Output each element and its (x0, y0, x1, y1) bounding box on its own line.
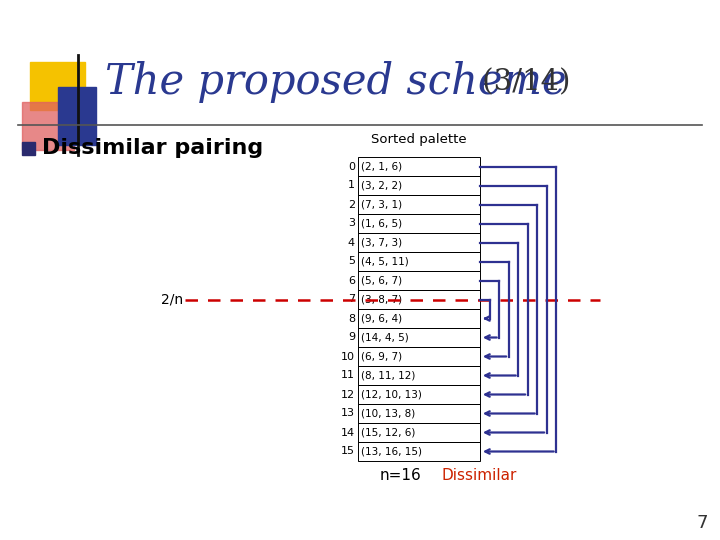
Text: (10, 13, 8): (10, 13, 8) (361, 408, 415, 418)
Bar (358, 252, 480, 271)
Bar (358, 157, 480, 176)
Bar (358, 442, 480, 461)
Text: 12: 12 (341, 389, 355, 400)
Text: (1, 6, 5): (1, 6, 5) (361, 219, 402, 228)
Text: 8: 8 (348, 314, 355, 323)
Text: 10: 10 (341, 352, 355, 361)
Bar (358, 385, 480, 404)
Text: (8, 11, 12): (8, 11, 12) (361, 370, 415, 381)
Text: 2/n: 2/n (161, 293, 183, 307)
Bar (358, 347, 480, 366)
Bar (358, 271, 480, 290)
Text: (3, 8, 7): (3, 8, 7) (361, 294, 402, 305)
Text: 13: 13 (341, 408, 355, 418)
Text: 11: 11 (341, 370, 355, 381)
Bar (358, 176, 480, 195)
Bar (30, 62, 85, 110)
Bar (358, 214, 480, 233)
Bar (58, 87, 96, 145)
Text: 4: 4 (348, 238, 355, 247)
Text: Dissimilar pairing: Dissimilar pairing (42, 138, 264, 158)
Text: 14: 14 (341, 428, 355, 437)
Text: (14, 4, 5): (14, 4, 5) (361, 333, 409, 342)
Text: The proposed scheme: The proposed scheme (105, 61, 567, 103)
Text: (3/14): (3/14) (473, 68, 570, 96)
Text: 3: 3 (348, 219, 355, 228)
Text: (3, 7, 3): (3, 7, 3) (361, 238, 402, 247)
Text: (15, 12, 6): (15, 12, 6) (361, 428, 415, 437)
Text: 5: 5 (348, 256, 355, 267)
Text: (2, 1, 6): (2, 1, 6) (361, 161, 402, 172)
Bar (22, 102, 74, 150)
Bar (358, 309, 480, 328)
Text: (13, 16, 15): (13, 16, 15) (361, 447, 422, 456)
Text: 1: 1 (348, 180, 355, 191)
Bar (358, 423, 480, 442)
Text: (6, 9, 7): (6, 9, 7) (361, 352, 402, 361)
Text: (5, 6, 7): (5, 6, 7) (361, 275, 402, 286)
Text: (12, 10, 13): (12, 10, 13) (361, 389, 422, 400)
Text: (7, 3, 1): (7, 3, 1) (361, 199, 402, 210)
Text: 15: 15 (341, 447, 355, 456)
Bar (358, 404, 480, 423)
Bar (22, 142, 35, 155)
Text: 2: 2 (348, 199, 355, 210)
Text: Sorted palette: Sorted palette (372, 133, 467, 146)
Text: 0: 0 (348, 161, 355, 172)
Text: 6: 6 (348, 275, 355, 286)
Text: 7: 7 (348, 294, 355, 305)
Bar (358, 328, 480, 347)
Text: Dissimilar: Dissimilar (441, 468, 516, 483)
Text: n=16: n=16 (380, 468, 422, 483)
Text: (4, 5, 11): (4, 5, 11) (361, 256, 409, 267)
Text: 7: 7 (696, 514, 708, 532)
Bar (358, 290, 480, 309)
Text: (3, 2, 2): (3, 2, 2) (361, 180, 402, 191)
Bar (358, 366, 480, 385)
Bar (358, 233, 480, 252)
Text: (9, 6, 4): (9, 6, 4) (361, 314, 402, 323)
Bar (358, 195, 480, 214)
Text: 9: 9 (348, 333, 355, 342)
